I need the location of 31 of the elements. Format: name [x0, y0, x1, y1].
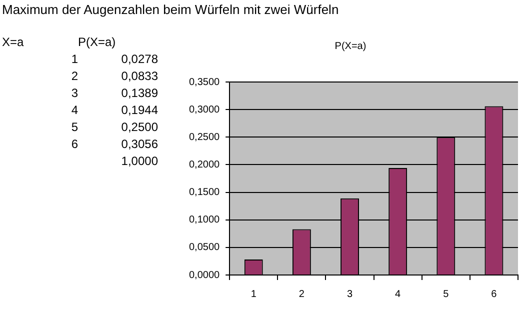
text: 0,1389: [120, 85, 158, 102]
y-tick-label: 0,2500: [188, 132, 220, 143]
text: 0,1944: [120, 102, 158, 119]
y-tick-label: 0,3500: [188, 76, 220, 88]
y-tick-label: 0,2000: [188, 159, 220, 170]
text: 0,0278: [120, 51, 158, 68]
text: 1: [70, 51, 78, 68]
text: 4: [70, 102, 78, 119]
chart-title: Maximum der Augenzahlen beim Würfeln mit zwei Würfeln: [2, 2, 339, 17]
y-tick-label: 0,1500: [188, 187, 220, 198]
y-tick-label: 0,3000: [188, 104, 220, 116]
y-tick-label: 0,0000: [188, 270, 220, 281]
text: 6: [70, 136, 78, 153]
text: 5: [70, 119, 78, 136]
text: 3: [70, 85, 78, 102]
y-tick-label: 0,0500: [188, 242, 220, 254]
text: P(X=a): [78, 34, 117, 51]
x-tick-label: 6: [491, 288, 498, 300]
x-tick-label: 3: [346, 288, 353, 300]
x-tick-label: 1: [250, 288, 257, 300]
x-tick-label: 4: [395, 288, 402, 300]
text: 2: [70, 68, 78, 85]
text: 1,0000: [120, 153, 158, 170]
chart-subtitle: P(X=a): [334, 40, 366, 52]
text: X=a: [2, 34, 25, 51]
x-tick-label: 5: [443, 288, 450, 300]
x-tick-label: 2: [298, 288, 305, 300]
y-tick-label: 0,1000: [188, 214, 220, 226]
text: 0,0833: [120, 68, 158, 85]
text: 0,3056: [120, 136, 158, 153]
text: 0,2500: [120, 119, 158, 136]
